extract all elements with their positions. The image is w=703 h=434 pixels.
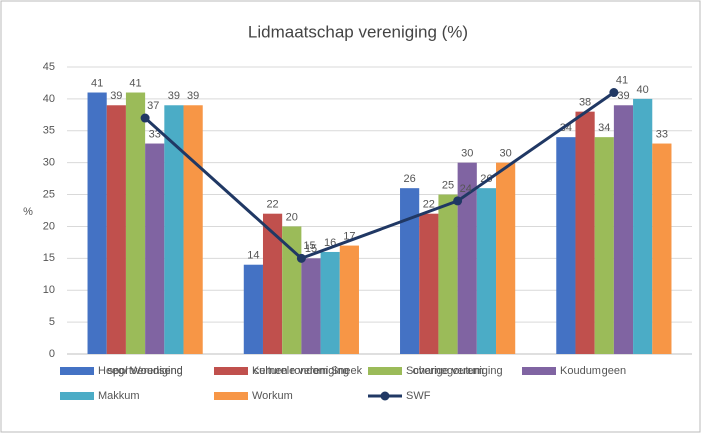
y-tick-label: 25: [43, 188, 55, 200]
legend-swatch: [214, 392, 248, 400]
x-tick-label: geen: [602, 365, 626, 377]
chart-title: Lidmaatschap vereniging (%): [248, 22, 468, 41]
x-tick-label: overige vereniging: [413, 365, 503, 377]
data-label: 39: [168, 90, 180, 102]
legend-swatch: [368, 367, 402, 375]
legend-label: Workum: [252, 390, 293, 402]
data-label: 39: [617, 90, 629, 102]
bar: [339, 245, 359, 354]
y-tick-label: 0: [49, 348, 55, 360]
legend-label: Koudum: [560, 365, 601, 377]
y-tick-label: 15: [43, 252, 55, 264]
line-marker: [296, 253, 306, 263]
bar: [164, 105, 184, 355]
bar: [594, 137, 614, 354]
y-tick-label: 20: [43, 220, 55, 232]
bar: [400, 188, 420, 354]
line: [144, 91, 615, 261]
legend-label: Heeg/ Woudsend: [98, 365, 183, 377]
line-marker: [609, 88, 619, 98]
data-label: 38: [579, 97, 591, 109]
y-tick-label: 30: [43, 157, 55, 169]
y-tick-label: 45: [43, 61, 55, 73]
data-label: 24: [460, 183, 472, 195]
y-axis-label: %: [23, 206, 33, 218]
data-label: 37: [147, 100, 159, 112]
data-label: 15: [303, 240, 315, 252]
bar: [457, 162, 477, 354]
data-label: 14: [247, 250, 259, 262]
line-marker: [453, 196, 463, 206]
bar: [419, 213, 439, 354]
data-label: 30: [461, 148, 473, 160]
y-tick-label: 35: [43, 125, 55, 137]
data-label: 41: [616, 74, 628, 86]
bar: [438, 194, 458, 354]
bar: [183, 105, 203, 355]
data-label: 40: [637, 84, 649, 96]
legend-label: Scharnegoutum: [406, 365, 484, 377]
bar: [613, 105, 634, 355]
data-label: 33: [656, 128, 668, 140]
data-label: 22: [423, 199, 435, 211]
legend-swatch: [214, 367, 248, 375]
legend-label: Kernen rondom Sneek: [252, 365, 363, 377]
data-label: 22: [266, 199, 278, 211]
y-tick-label: 10: [43, 284, 55, 296]
bar: [145, 143, 165, 354]
legend-label: Makkum: [98, 390, 140, 402]
x-tick-label: culturele vereniging: [254, 365, 349, 377]
x-tick-label: sportvereniging: [108, 365, 183, 377]
data-label: 25: [442, 179, 454, 191]
bar: [652, 143, 672, 354]
legend-swatch: [60, 392, 94, 400]
bar: [633, 98, 653, 354]
bar: [476, 188, 497, 354]
data-label: 41: [129, 77, 141, 89]
bar: [243, 264, 263, 354]
data-label: 41: [91, 77, 103, 89]
data-label: 34: [598, 122, 610, 134]
data-label: 39: [187, 90, 199, 102]
bar: [556, 137, 576, 354]
bar: [320, 251, 340, 354]
legend-swatch: [380, 391, 390, 401]
bar: [282, 226, 302, 354]
data-label: 20: [286, 211, 298, 223]
line-marker: [140, 113, 150, 123]
bar: [496, 162, 516, 354]
bar: [106, 105, 126, 355]
legend-label: SWF: [406, 390, 431, 402]
y-tick-label: 5: [49, 316, 55, 328]
y-tick-label: 40: [43, 93, 55, 105]
bar: [301, 258, 321, 354]
data-label: 39: [110, 90, 122, 102]
bar: [262, 213, 283, 354]
data-label: 33: [149, 128, 161, 140]
data-label: 26: [404, 173, 416, 185]
legend-swatch: [60, 367, 94, 375]
bar: [575, 111, 595, 355]
bar: [125, 92, 146, 354]
bar: [87, 92, 107, 354]
legend-swatch: [522, 367, 556, 375]
data-label: 30: [500, 148, 512, 160]
